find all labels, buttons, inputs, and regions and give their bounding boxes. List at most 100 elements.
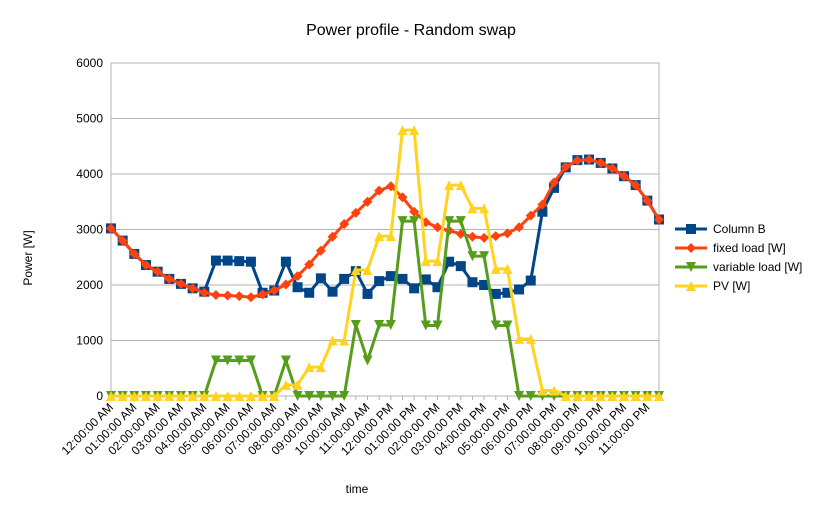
data-point-pv-w [607,391,618,401]
data-point-fixed-load-w [187,283,198,294]
y-axis-label: Power [W] [21,230,35,285]
legend-label: PV [W] [713,279,750,293]
data-point-column-b [502,287,513,298]
data-point-pv-w [630,391,641,401]
data-point-pv-w [560,391,571,401]
data-point-variable-load-w [502,320,513,331]
data-point-column-b [234,256,245,267]
legend-entry-variable-load-w: variable load [W] [675,260,802,274]
data-point-column-b [374,276,385,287]
data-point-fixed-load-w [257,289,268,300]
data-point-pv-w [140,391,151,401]
data-point-variable-load-w [327,391,338,401]
data-point-variable-load-w [362,355,373,366]
data-point-fixed-load-w [339,218,350,229]
series [106,125,664,401]
data-point-fixed-load-w [374,185,385,196]
series-line-pv-w [111,128,659,398]
data-point-column-b [467,277,478,288]
data-point-pv-w [106,391,116,401]
series-fixed-load-w [106,154,664,303]
y-tick-label: 1000 [76,334,103,348]
y-tick-label: 4000 [76,167,103,181]
chart-title: Power profile - Random swap [306,22,516,39]
data-point-variable-load-w [490,320,501,331]
series-line-column-b [109,158,661,296]
data-point-pv-w [234,391,245,401]
data-point-column-b [420,274,431,285]
data-point-variable-load-w [350,319,361,330]
data-point-fixed-load-w [129,248,140,259]
data-point-column-b [549,182,560,193]
data-point-pv-w [362,265,373,276]
data-point-column-b [397,273,408,284]
data-point-pv-w [549,385,560,396]
data-point-fixed-load-w [106,223,116,234]
data-point-fixed-load-w [304,259,315,270]
y-tick-label: 6000 [76,56,103,70]
data-point-variable-load-w [292,391,303,401]
legend-swatch-marker [686,281,696,291]
data-point-column-b [525,275,536,286]
grid-lines [111,62,659,397]
data-point-pv-w [304,362,315,373]
data-point-pv-w [595,391,606,401]
data-point-pv-w [619,391,630,401]
data-point-fixed-load-w [315,245,326,256]
data-point-pv-w [455,180,466,191]
series-line-fixed-load-w [109,158,661,299]
data-point-variable-load-w [525,391,536,401]
legend-swatch-marker [686,243,696,253]
data-point-pv-w [245,391,256,401]
data-point-variable-load-w [210,355,221,366]
x-axis-label: time [346,482,369,496]
data-point-pv-w [642,391,653,401]
legend-entry-pv-w: PV [W] [675,279,750,293]
data-point-pv-w [280,379,291,390]
data-point-fixed-load-w [595,157,606,168]
data-point-fixed-load-w [560,161,571,172]
data-point-variable-load-w [514,391,525,401]
data-point-pv-w [420,256,431,267]
data-point-fixed-load-w [502,228,513,239]
data-point-fixed-load-w [117,235,128,246]
data-point-pv-w [572,391,583,401]
data-point-fixed-load-w [292,271,303,282]
data-point-fixed-load-w [397,192,408,203]
data-point-fixed-load-w [152,266,163,277]
data-point-fixed-load-w [537,199,548,210]
legend-label: fixed load [W] [713,241,786,255]
y-tick-label: 5000 [76,112,103,126]
data-point-pv-w [467,203,478,214]
data-point-pv-w [374,231,385,242]
data-point-fixed-load-w [362,196,373,207]
data-point-variable-load-w [432,320,443,331]
data-point-column-b [280,256,291,267]
data-point-column-b [514,284,525,295]
data-point-fixed-load-w [385,181,396,192]
data-point-pv-w [327,335,338,346]
data-point-pv-w [269,391,280,401]
data-point-fixed-load-w [280,279,291,290]
data-point-column-b [537,206,548,217]
data-point-variable-load-w [479,251,490,262]
legend-swatch-marker [686,224,696,234]
legend-entry-fixed-load-w: fixed load [W] [675,241,786,255]
data-point-variable-load-w [339,391,350,401]
data-point-column-b [315,273,326,284]
y-tick-label: 0 [96,389,103,403]
data-point-pv-w [164,391,175,401]
data-point-fixed-load-w [607,163,618,174]
data-point-pv-w [654,391,664,401]
data-point-fixed-load-w [409,206,420,217]
data-point-pv-w [129,391,140,401]
series-line-variable-load-w [111,219,659,398]
data-point-variable-load-w [455,216,466,227]
data-point-variable-load-w [280,355,291,366]
data-point-pv-w [502,263,513,274]
data-point-fixed-load-w [584,154,595,165]
data-point-variable-load-w [304,391,315,401]
data-point-variable-load-w [409,216,420,227]
data-point-fixed-load-w [199,287,210,298]
